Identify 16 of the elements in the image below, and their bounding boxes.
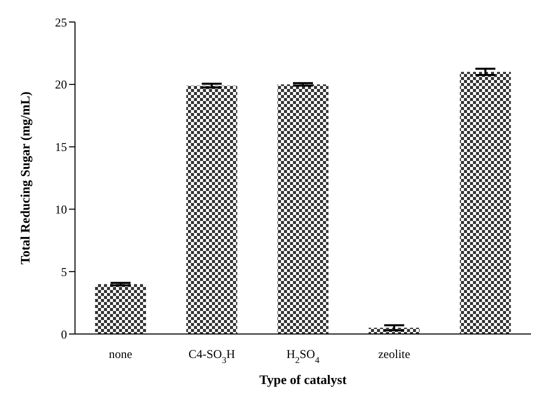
bar: [460, 72, 511, 334]
x-tick-label: H$_{2}$SO$_{4}$: [286, 347, 320, 365]
y-tick-label: 20: [55, 78, 67, 92]
y-tick-label: 25: [55, 15, 67, 30]
y-tick-label: 0: [61, 327, 67, 342]
y-axis-title: Total Reducing Sugar (mg/mL): [18, 92, 33, 264]
x-tick-label: zeolite: [378, 347, 410, 361]
bar: [277, 84, 328, 334]
bar: [186, 86, 238, 334]
x-tick-label: none: [108, 347, 132, 361]
y-tick-label: 15: [55, 140, 67, 154]
bar: [95, 284, 146, 334]
x-axis-title: Type of catalyst: [259, 372, 348, 387]
y-tick-label: 5: [61, 264, 67, 279]
x-tick-label: C4-SO$_{3}$H: [188, 347, 236, 365]
y-tick-label: 10: [55, 202, 67, 216]
